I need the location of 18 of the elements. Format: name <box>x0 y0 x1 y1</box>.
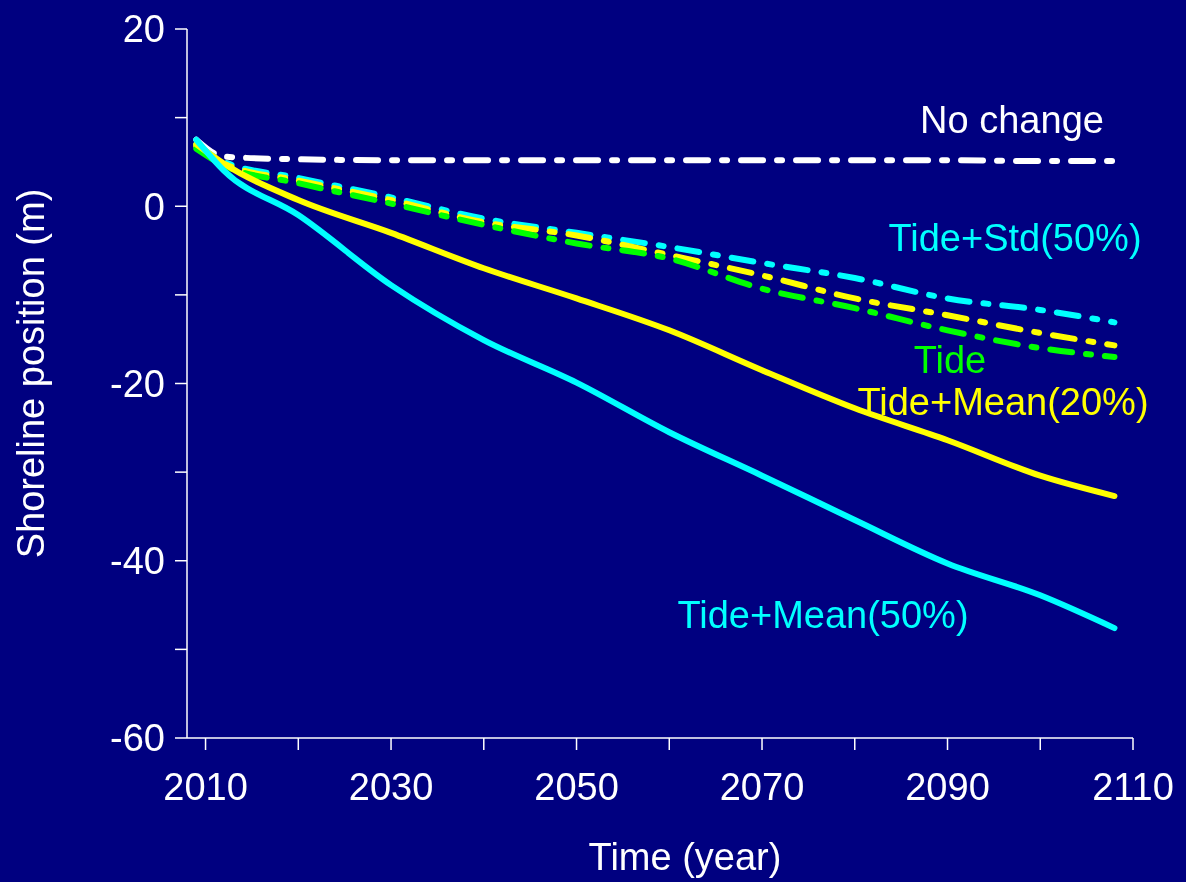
series-label: Tide+Std(50%) <box>888 217 1142 260</box>
series-label: Tide+Mean(50%) <box>677 594 969 637</box>
x-tick-label: 2110 <box>1092 766 1174 808</box>
x-tick-label: 2050 <box>534 766 619 808</box>
x-axis-title: Time (year) <box>588 836 782 878</box>
series-label: No change <box>920 99 1104 142</box>
y-axis-title: Shoreline position (m) <box>10 188 52 559</box>
y-tick-label: -60 <box>110 717 165 760</box>
y-tick-label: 20 <box>122 8 165 51</box>
y-tick-label: -40 <box>110 540 165 583</box>
x-tick-label: 2070 <box>719 766 805 808</box>
series-label: Tide+Mean(20%) <box>857 381 1149 424</box>
y-tick-label: 0 <box>143 185 165 228</box>
series-label: Tide <box>913 339 987 382</box>
x-tick-label: 2030 <box>348 766 434 808</box>
y-tick-label: -20 <box>110 362 165 405</box>
x-tick-label: 2010 <box>163 766 248 808</box>
x-tick-label: 2090 <box>905 766 990 808</box>
